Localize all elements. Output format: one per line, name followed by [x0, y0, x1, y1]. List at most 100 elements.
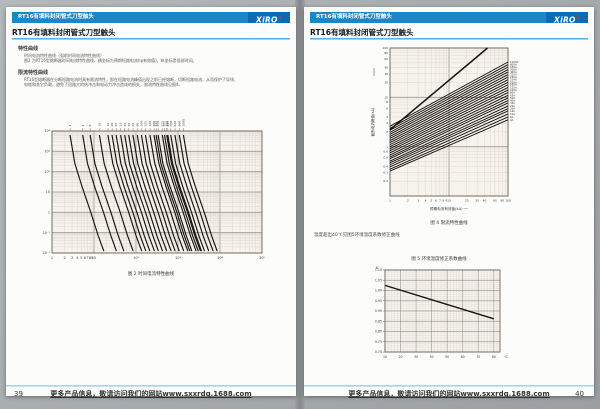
svg-text:1: 1: [389, 199, 391, 203]
temperature-note: 温度超出40℃见图5环境温度系数修正曲线: [314, 233, 400, 238]
svg-text:10³: 10³: [44, 150, 50, 154]
current-limiting-chart: 1000A800A630A500A400A315A250A224A200A160…: [370, 46, 519, 211]
svg-text:预期电流有效值(kA) ──: 预期电流有效值(kA) ──: [430, 206, 469, 211]
svg-text:4: 4: [76, 256, 78, 260]
svg-text:6: 6: [386, 106, 388, 110]
svg-text:截断电流峰值(kA): 截断电流峰值(kA): [370, 107, 375, 137]
svg-text:63A: 63A: [510, 93, 515, 97]
header-bar-title: RT16有填料封闭管式刀型触头: [316, 14, 392, 20]
svg-text:0.2: 0.2: [383, 179, 388, 183]
svg-text:7: 7: [86, 256, 88, 260]
svg-text:100: 100: [139, 121, 143, 127]
svg-text:30: 30: [475, 199, 479, 203]
svg-text:30: 30: [414, 355, 418, 359]
svg-text:1000A: 1000A: [510, 60, 519, 64]
svg-text:200: 200: [152, 121, 156, 127]
svg-text:2: 2: [64, 256, 66, 260]
svg-text:80: 80: [384, 51, 388, 55]
svg-text:2: 2: [68, 125, 72, 127]
svg-text:9: 9: [91, 256, 93, 260]
title-underline-rule: [12, 38, 290, 40]
page-number: 39: [14, 390, 23, 398]
page-seam-divider: [295, 0, 305, 409]
svg-text:80: 80: [500, 199, 504, 203]
svg-text:6: 6: [84, 256, 86, 260]
svg-text:4A: 4A: [510, 118, 514, 122]
svg-text:800: 800: [177, 121, 181, 127]
svg-text:500A: 500A: [510, 68, 517, 72]
svg-text:10: 10: [383, 355, 387, 359]
svg-text:25: 25: [114, 123, 118, 127]
svg-text:224A: 224A: [510, 78, 517, 82]
svg-text:10⁻¹: 10⁻¹: [43, 231, 51, 235]
svg-text:3: 3: [417, 199, 419, 203]
svg-text:0.95: 0.95: [375, 299, 382, 303]
fig4-caption: 图 4 限流特性曲线: [430, 221, 468, 226]
svg-text:40A: 40A: [510, 99, 515, 103]
fig2-caption: 图 2 时间电流特性曲线: [127, 272, 175, 277]
svg-text:8: 8: [386, 100, 388, 104]
svg-text:10: 10: [447, 199, 451, 203]
svg-text:40: 40: [123, 123, 127, 127]
svg-text:80: 80: [492, 355, 496, 359]
svg-text:60: 60: [493, 199, 497, 203]
fig5-title: 图 5 环境温度修正系数曲线: [411, 257, 467, 262]
svg-text:0.4: 0.4: [383, 164, 388, 168]
svg-text:400: 400: [165, 121, 169, 127]
svg-text:630A: 630A: [510, 65, 517, 69]
page-title: RT16有填料封闭管式刀型触头: [310, 28, 414, 37]
svg-text:1: 1: [386, 145, 388, 149]
page-title: RT16有填料封闭管式刀型触头: [12, 28, 116, 37]
svg-text:250A: 250A: [510, 75, 517, 79]
svg-text:70: 70: [476, 355, 480, 359]
svg-text:100A: 100A: [510, 88, 517, 92]
svg-text:315: 315: [160, 121, 164, 127]
svg-text:2: 2: [386, 130, 388, 134]
svg-text:100: 100: [505, 199, 511, 203]
svg-text:10³: 10³: [175, 256, 181, 260]
section-line: RT16型熔断器在分断短路电流时具有限流特性，即在短路电流峰值出现之前已经熔断，…: [24, 77, 239, 82]
svg-text:40: 40: [430, 355, 434, 359]
footer-rule: [304, 385, 594, 387]
svg-text:32A: 32A: [510, 101, 515, 105]
svg-text:60: 60: [461, 355, 465, 359]
svg-text:6: 6: [435, 199, 437, 203]
section-characteristic-curves: 特性曲线 时间电流特性曲线（弧前时间电流特性曲线） 图2 为RT16型熔断器时间…: [18, 45, 288, 63]
page-right: RT16有填料封闭管式刀型触头 XiRO® RT16有填料封闭管式刀型触头 10…: [304, 7, 594, 398]
svg-text:1.00: 1.00: [375, 289, 382, 293]
svg-text:10⁻²: 10⁻²: [43, 251, 51, 255]
page-left: RT16有填料封闭管式刀型触头 XiRO® RT16有填料封闭管式刀型触头 特性…: [6, 7, 296, 398]
svg-text:1: 1: [51, 256, 53, 260]
footer-website-text: 更多产品信息，敬请访问我们的网站www.sxxrdq.1688.com: [348, 390, 550, 398]
svg-text:5: 5: [430, 199, 432, 203]
svg-text:60: 60: [384, 57, 388, 61]
svg-text:40: 40: [384, 66, 388, 70]
registered-trademark-icon: ®: [575, 15, 581, 20]
svg-text:20: 20: [110, 123, 114, 127]
brand-logo-text: XiRO: [255, 15, 278, 25]
svg-text:0.8: 0.8: [383, 149, 388, 153]
section-current-limiting: 限流特性曲线 RT16型熔断器在分断短路电流时具有限流特性，即在短路电流峰值出现…: [18, 69, 288, 87]
svg-text:8: 8: [442, 199, 444, 203]
svg-text:125: 125: [144, 121, 148, 127]
svg-text:0.6: 0.6: [383, 156, 388, 160]
brand-logo-text: XiRO: [553, 15, 576, 25]
registered-trademark-icon: ®: [277, 15, 283, 20]
svg-text:315A: 315A: [510, 73, 517, 77]
svg-text:1000: 1000: [181, 119, 185, 127]
svg-text:8: 8: [89, 256, 91, 260]
section-line: 电缆和其它负载。避免了回路大的热冲击和电动力冲击造成的损失，限流特性曲线见图4。: [24, 82, 183, 88]
svg-text:6: 6: [88, 125, 92, 127]
svg-text:100: 100: [382, 46, 388, 50]
svg-text:4: 4: [81, 125, 85, 127]
header-bar: RT16有填料封闭管式刀型触头 XiRO®: [310, 12, 588, 25]
svg-text:0.3: 0.3: [383, 170, 388, 174]
svg-text:20: 20: [384, 80, 388, 84]
svg-text:20A: 20A: [510, 107, 515, 111]
svg-text:0.75: 0.75: [375, 340, 382, 344]
svg-text:50: 50: [445, 355, 449, 359]
svg-text:10: 10: [92, 256, 96, 260]
svg-text:800A: 800A: [510, 63, 517, 67]
